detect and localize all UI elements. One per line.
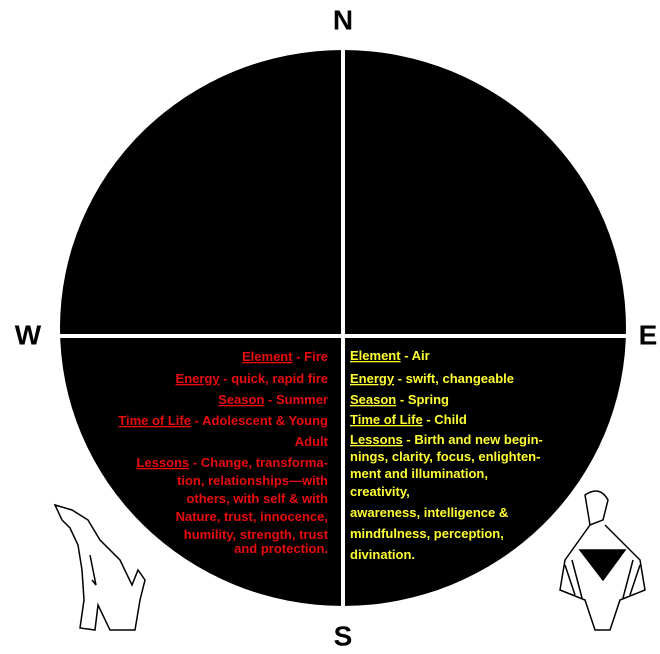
quadrant-label: Energy <box>350 371 395 386</box>
west-line: Lessons - Change, transforma- <box>137 455 328 470</box>
quadrant-text: awareness, intelligence & <box>350 505 508 520</box>
quadrant-label: Time of Life <box>118 413 191 428</box>
west-label: W <box>15 319 42 350</box>
east-line: Lessons - Birth and new begin- <box>350 432 543 447</box>
west-line: others, with self & with <box>186 491 328 506</box>
quadrant-text: creativity, <box>350 484 410 499</box>
quadrant-text: - Adolescent & Young <box>195 413 328 428</box>
east-line: ment and illumination, <box>350 466 488 481</box>
east-line: creativity, <box>350 484 410 499</box>
east-line: Season - Spring <box>350 392 449 407</box>
west-line: Season - Summer <box>218 392 328 407</box>
quadrant-text: Adult <box>295 434 329 449</box>
quadrant-text: divination. <box>350 547 415 562</box>
east-line: Element - Air <box>350 348 430 363</box>
south-label: S <box>334 620 353 651</box>
west-line: humility, strength, trust <box>184 527 329 542</box>
quadrant-label: Element <box>242 349 293 364</box>
quadrant-text: and protection. <box>234 541 328 556</box>
west-line: and protection. <box>234 541 328 556</box>
quadrant-label: Season <box>350 392 396 407</box>
quadrant-text: - Spring <box>400 392 449 407</box>
quadrant-label: Lessons <box>137 455 190 470</box>
east-line: Time of Life - Child <box>350 412 467 427</box>
quadrant-text: mindfulness, perception, <box>350 526 504 541</box>
west-line: Element - Fire <box>242 349 328 364</box>
east-line: divination. <box>350 547 415 562</box>
eagle-icon <box>560 491 645 630</box>
quadrant-text: others, with self & with <box>186 491 328 506</box>
quadrant-text: - Change, transforma- <box>193 455 328 470</box>
quadrant-text: - Summer <box>268 392 328 407</box>
wolf-icon <box>55 505 145 630</box>
west-line: Energy - quick, rapid fire <box>176 371 328 386</box>
quadrant-text: - Child <box>426 412 466 427</box>
quadrant-label: Energy <box>176 371 221 386</box>
quadrant-text: humility, strength, trust <box>184 527 329 542</box>
east-line: mindfulness, perception, <box>350 526 504 541</box>
quadrant-text: Nature, trust, innocence, <box>176 509 328 524</box>
quadrant-text: - Air <box>404 348 430 363</box>
quadrant-text: tion, relationships—with <box>177 473 328 488</box>
west-line: Adult <box>295 434 329 449</box>
east-label: E <box>639 319 658 350</box>
quadrant-label: Lessons <box>350 432 403 447</box>
quadrant-label: Season <box>218 392 264 407</box>
quadrant-label: Element <box>350 348 401 363</box>
quadrant-text: - Birth and new begin- <box>406 432 543 447</box>
east-line: Energy - swift, changeable <box>350 371 514 386</box>
quadrant-text: - quick, rapid fire <box>223 371 328 386</box>
quadrant-text: - Fire <box>296 349 328 364</box>
east-line: nings, clarity, focus, enlighten- <box>350 449 540 464</box>
east-line: awareness, intelligence & <box>350 505 508 520</box>
quadrant-label: Time of Life <box>350 412 423 427</box>
west-line: tion, relationships—with <box>177 473 328 488</box>
quadrant-text: - swift, changeable <box>398 371 514 386</box>
west-line: Nature, trust, innocence, <box>176 509 328 524</box>
medicine-wheel: N W E S Element - Fire Energy - quick, ra… <box>0 0 660 654</box>
quadrant-text: ment and illumination, <box>350 466 488 481</box>
west-line: Time of Life - Adolescent & Young <box>118 413 328 428</box>
quadrant-text: nings, clarity, focus, enlighten- <box>350 449 540 464</box>
north-label: N <box>333 4 353 35</box>
